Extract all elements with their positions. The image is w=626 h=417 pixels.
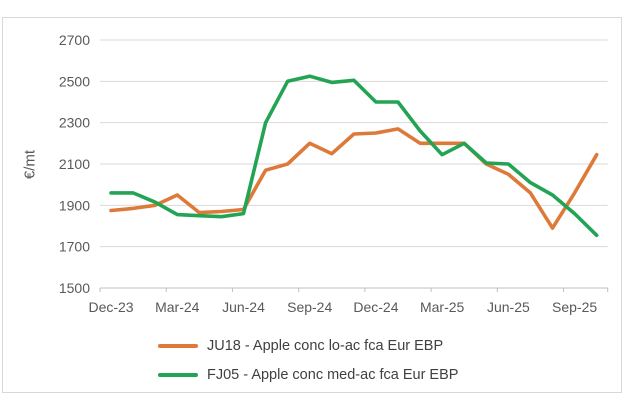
x-tick-label: Sep-25: [552, 299, 597, 315]
y-tick-labels: 1500 1700 1900 2100 2300 2500 2700: [59, 32, 90, 296]
legend-label: JU18 - Apple conc lo-ac fca Eur EBP: [207, 337, 444, 354]
legend-label: FJ05 - Apple conc med-ac fca Eur EBP: [207, 366, 459, 383]
x-tick-label: Dec-24: [353, 299, 398, 315]
y-tick-label: 2300: [59, 115, 90, 131]
legend-line-swatch: [158, 372, 198, 377]
y-tick-label: 2100: [59, 156, 90, 172]
y-tick-label: 2500: [59, 73, 90, 89]
x-tick-label: Jun-24: [222, 299, 265, 315]
y-tick-label: 2700: [59, 32, 90, 48]
x-tick-label: Mar-24: [155, 299, 200, 315]
x-tick-label: Dec-23: [88, 299, 133, 315]
chart-legend: JU18 - Apple conc lo-ac fca Eur EBP FJ05 …: [158, 331, 458, 389]
series-line-fj05: [109, 74, 599, 238]
x-tick-label: Mar-25: [420, 299, 465, 315]
y-tick-label: 1900: [59, 197, 90, 213]
legend-line-swatch: [158, 343, 198, 348]
series-lines: [109, 74, 599, 238]
x-tick-label: Sep-24: [287, 299, 332, 315]
y-axis-title: €/mt: [21, 149, 39, 180]
x-tick-label: Jun-25: [487, 299, 530, 315]
x-axis: [99, 287, 609, 292]
legend-item: JU18 - Apple conc lo-ac fca Eur EBP: [158, 331, 458, 360]
series-line-ju18: [109, 127, 599, 230]
y-tick-label: 1500: [59, 280, 90, 296]
y-tick-label: 1700: [59, 239, 90, 255]
x-tick-labels: Dec-23 Mar-24 Jun-24 Sep-24 Dec-24 Mar-25 Jun-…: [88, 299, 597, 315]
legend-item: FJ05 - Apple conc med-ac fca Eur EBP: [158, 360, 458, 389]
